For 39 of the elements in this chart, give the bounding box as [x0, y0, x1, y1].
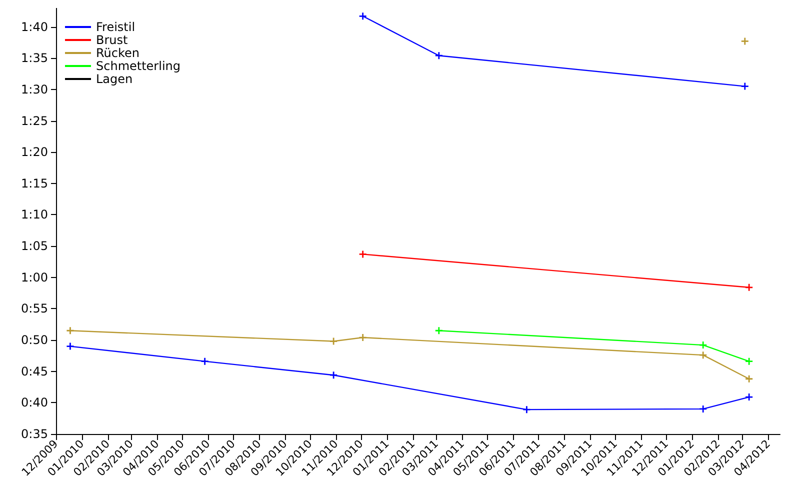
point — [330, 338, 338, 345]
point — [66, 342, 74, 350]
point — [700, 405, 707, 412]
y-tick-label: 1:30 — [21, 82, 48, 96]
point — [700, 352, 707, 359]
point — [201, 358, 208, 365]
y-tick-label: 1:40 — [21, 20, 48, 34]
point — [435, 52, 442, 60]
point — [741, 38, 748, 45]
point — [359, 250, 366, 258]
point — [700, 342, 707, 349]
y-tick-label: 1:25 — [21, 114, 48, 128]
y-tick-label: 0:55 — [21, 302, 48, 316]
y-tick-label: 0:35 — [21, 427, 48, 441]
point — [435, 327, 442, 334]
point — [523, 406, 530, 414]
y-tick-label: 1:20 — [21, 145, 48, 160]
point — [746, 284, 753, 291]
y-tick-label: 0:45 — [21, 364, 48, 378]
y-tick-label: 1:35 — [21, 51, 48, 66]
y-tick-label: 1:10 — [21, 208, 48, 222]
legend-label: Schmetterling — [96, 59, 181, 73]
y-tick-label: 1:00 — [21, 270, 48, 284]
legend-label: Brust — [96, 33, 128, 47]
legend-label: Lagen — [96, 72, 133, 86]
point — [359, 334, 366, 342]
y-tick-label: 1:05 — [21, 239, 48, 254]
point — [66, 327, 74, 334]
y-tick-label: 0:50 — [21, 333, 48, 348]
point — [746, 375, 753, 382]
point — [746, 394, 753, 401]
y-tick-label: 1:15 — [21, 176, 48, 190]
y-tick-label: 0:40 — [21, 396, 48, 410]
point — [741, 82, 748, 90]
legend-label: Rücken — [96, 46, 140, 60]
point — [746, 358, 753, 365]
point — [359, 12, 366, 20]
point — [330, 372, 338, 379]
legend-label: Freistil — [96, 20, 136, 34]
